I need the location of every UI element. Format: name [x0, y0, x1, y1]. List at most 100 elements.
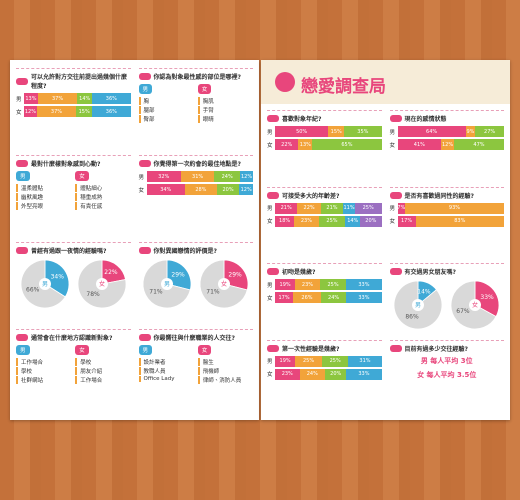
stats: 男 每人平均 3位女 每人平均 3.5位 — [390, 356, 505, 380]
badge — [389, 115, 402, 122]
bar-row: 女 34% 28% 20% 12% — [139, 184, 254, 195]
bar-segment: 31% — [348, 355, 382, 367]
value-label: 29% — [229, 271, 243, 278]
value-label: 25% — [327, 281, 339, 288]
value-label: 13% — [25, 95, 37, 102]
pies: 29% 71% 男 29% 71% 女 — [139, 258, 254, 310]
bar-segment: 21% — [275, 202, 298, 214]
bar-segment: 65% — [312, 139, 382, 150]
stat: 女 每人平均 3.5位 — [417, 370, 477, 379]
value-label: 24% — [221, 173, 233, 180]
pie-label: 女 — [99, 280, 105, 288]
value-label: 12% — [24, 108, 36, 115]
value-label: 24% — [328, 294, 340, 301]
list-item: 腿部 — [138, 106, 194, 114]
badge — [389, 268, 402, 275]
bar-segment: 36% — [92, 93, 131, 104]
badge — [16, 160, 28, 167]
value-label: 37% — [50, 108, 63, 115]
survey-panel: 你覺得第一次約會的最佳地點是? 男 32% 31% 24% 12% 女 34% 28% 20% 12… — [138, 155, 254, 238]
value-label: 19% — [279, 358, 291, 364]
value-label: 17% — [278, 294, 290, 301]
stacked-bar: 7% 93% — [397, 202, 504, 214]
bar-segment: 28% — [185, 184, 217, 195]
pie-label: 男 — [42, 281, 48, 288]
list-item: 工作場合 — [75, 376, 130, 384]
value-label: 20% — [222, 186, 234, 193]
row-label: 男 — [138, 174, 145, 181]
row-label: 男 — [267, 282, 273, 289]
survey-panel: 你認為對象最性感的部位是哪裡? 男胸腿部 臀部女胸肌 手臂 眼睛 — [138, 68, 254, 151]
value-label: 12% — [240, 186, 252, 193]
list-item: 學校 — [16, 367, 71, 375]
row-label: 女 — [389, 142, 396, 149]
bar-row: 女 22% 13% 65% — [267, 139, 382, 150]
pie-slice — [474, 280, 500, 318]
row-label: 女 — [267, 295, 273, 302]
center-dot — [38, 278, 51, 290]
survey-panel: 最對什麼樣對象感到心動? 男溫柔體貼 幽默風趣 外型亮眼女體貼細心 穩重成熟 有責任感 — [16, 155, 131, 238]
badge — [16, 77, 28, 85]
survey-panel: 喜歡對象年紀? 男 50% 15% 35% 女 22% 13% 65% — [267, 110, 382, 183]
survey-panel: 通常會在什麼地方認識新對象? 男工作場合 學校 社群網站女學校 朋友介紹 工作場合 — [16, 329, 131, 412]
bar-segment: 23% — [275, 368, 300, 380]
column: 喜歡對象年紀? 男 50% 15% 35% 女 22% 13% 65% 可接受多大的年齡差? 男 21… — [267, 110, 382, 412]
question: 第一次性經驗是幾歲? — [267, 344, 382, 353]
heart-icon — [275, 72, 295, 92]
list-item: 工作場合 — [16, 358, 71, 366]
stacked-bar: 19% 25% 25% 31% — [275, 355, 382, 367]
question-title: 最對什麼樣對象感到心動? — [31, 161, 101, 168]
bar-segment: 7% — [397, 202, 405, 214]
row-label: 男 — [267, 206, 273, 212]
bar-segment: 17% — [397, 215, 416, 227]
question-title: 可以允許對方交往前提出過幾個什麼程度? — [31, 74, 128, 90]
bar-segment: 21% — [320, 202, 344, 214]
question-title: 初吻是幾歲? — [282, 269, 316, 276]
row-label: 男 — [267, 359, 273, 365]
bar-segment: 12% — [239, 184, 253, 195]
list-item: 教職人員 — [138, 367, 194, 375]
question-title: 通常會在什麼地方認識新對象? — [31, 335, 113, 342]
bar-segment: 12% — [240, 171, 253, 182]
value-label: 22% — [303, 205, 315, 211]
row-label: 男 — [16, 96, 22, 103]
question: 有交過男女朋友嗎? — [389, 267, 505, 276]
value-label: 18% — [279, 218, 291, 224]
stacked-bar: 19% 23% 25% 33% — [275, 279, 382, 290]
value-label: 20% — [330, 371, 342, 377]
value-label: 34% — [50, 273, 64, 280]
bar-row: 男 32% 31% 24% 12% — [139, 171, 254, 182]
bar-segment: 31% — [180, 171, 215, 182]
pie-label: 女 — [472, 301, 478, 309]
group-label: 女 — [75, 171, 89, 181]
stacked-bar: 41% 12% 47% — [397, 139, 505, 150]
question: 你對異國戀情的評價是? — [138, 246, 254, 255]
value-label: 32% — [158, 173, 170, 180]
value-label: 23% — [300, 218, 312, 224]
value-label: 12% — [240, 173, 253, 180]
bar-segment: 12% — [24, 106, 37, 117]
right-page: 戀愛調查局 喜歡對象年紀? 男 50% 15% 35% 女 22% 13% 65% 可接受多大的年… — [261, 60, 510, 420]
survey-panel: 你對異國戀情的評價是? 29% 71% 男 29% 71% 女 — [138, 242, 254, 325]
bar-row: 男 19% 23% 25% 33% — [267, 279, 382, 290]
value-label: 36% — [105, 95, 117, 102]
question: 是否有喜歡過同性的經驗? — [389, 191, 505, 200]
stacked-bar: 12% 37% 15% 36% — [24, 106, 131, 117]
bar-segment: 32% — [146, 171, 181, 182]
stacked-bar: 18% 23% 25% 14% 20% — [275, 215, 382, 227]
bar-row: 女 12% 37% 15% 36% — [16, 106, 131, 117]
columns: 喜歡對象年紀? 男 50% 15% 35% 女 22% 13% 65% 可接受多大的年齡差? 男 21… — [267, 110, 505, 412]
survey-panel: 可接受多大的年齡差? 男 21% 22% 21% 11% 25% 女 18% 23% 25% 14% 2… — [267, 186, 382, 260]
row-label: 男 — [389, 129, 396, 136]
value-label: 14% — [417, 288, 431, 295]
value-label: 7% — [397, 205, 405, 211]
pie-slice — [101, 259, 126, 285]
row-label: 女 — [267, 142, 273, 149]
value-label: 15% — [78, 108, 90, 115]
bar-segment: 35% — [344, 126, 382, 137]
bar-segment: 22% — [275, 139, 299, 150]
left-page: 可以允許對方交往前提出過幾個什麼程度? 男 13% 37% 14% 36% 女 12% 37% 1… — [10, 60, 259, 420]
pie: 14% 86% 男 — [393, 280, 443, 330]
question: 你認為對象最性感的部位是哪裡? — [138, 72, 254, 81]
value-label: 33% — [358, 281, 370, 288]
